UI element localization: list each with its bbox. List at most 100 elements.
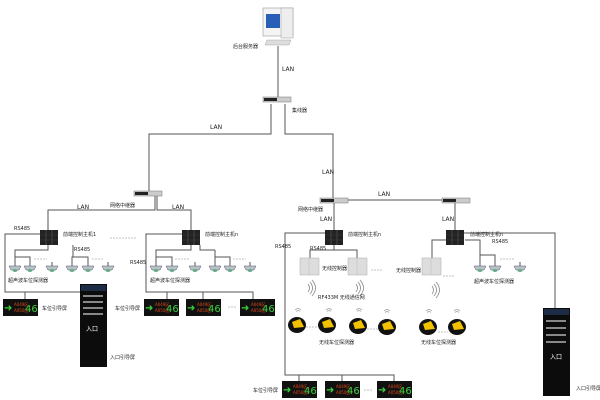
space-count: 46 xyxy=(399,386,412,397)
rs485-label: RS485 xyxy=(130,260,146,266)
arrow-icon: ➜ xyxy=(283,385,291,396)
ultrasonic-sensor-label: 超声波车位探测器 xyxy=(474,278,514,285)
wireless-controller-label: 无线控制器 xyxy=(396,267,421,274)
controller-icon xyxy=(324,229,344,246)
zone-text: A050区 xyxy=(251,308,265,313)
controller-icon xyxy=(445,229,465,246)
zone-text: A050区 xyxy=(293,390,307,395)
entrance-screen-label: 入口引导屏 xyxy=(110,354,135,361)
wireless-controller-icon xyxy=(347,257,368,276)
space-count: 46 xyxy=(262,304,275,315)
controller-label: 前端控制主机n xyxy=(348,231,381,238)
wireless-controller-icon xyxy=(299,257,320,276)
wireless-detectors xyxy=(288,308,466,335)
guide-screen-label: 车位引导屏 xyxy=(115,305,140,312)
guide-screen-label: 车位引导屏 xyxy=(253,387,278,394)
screen-body xyxy=(3,299,38,316)
entrance-screen-right: 入口 xyxy=(543,308,570,396)
wireless-detector-label: 无线车位探测器 xyxy=(319,339,354,346)
space-count: 46 xyxy=(304,386,317,397)
controller-icon xyxy=(181,229,201,246)
space-count: 46 xyxy=(166,304,179,315)
zone-text: A049区 xyxy=(197,302,211,307)
screen-body xyxy=(186,299,221,316)
rs485-label: RS485 xyxy=(74,247,90,253)
controller-icon xyxy=(39,229,59,246)
ultrasonic-sensors-middle xyxy=(149,265,257,273)
screen-body xyxy=(240,299,275,316)
zone-text: A049区 xyxy=(251,302,265,307)
lan-label: LAN xyxy=(77,204,89,211)
zone-text: A049区 xyxy=(336,384,350,389)
lan-label: LAN xyxy=(320,216,332,223)
zone-text: A049区 xyxy=(14,302,28,307)
space-count: 46 xyxy=(208,304,221,315)
zone-text: A049区 xyxy=(293,384,307,389)
controller-label: 前端控制主机n xyxy=(205,231,238,238)
hub-label: 集线器 xyxy=(292,107,307,114)
arrow-icon: ➜ xyxy=(187,303,195,314)
screen-body xyxy=(377,381,412,398)
arrow-icon: ➜ xyxy=(378,385,386,396)
rs485-label: RS485 xyxy=(275,244,291,250)
entrance-screen-label: 入口引导屏 xyxy=(576,385,600,392)
controller-label: 前端控制主机1 xyxy=(63,231,96,238)
space-count: 46 xyxy=(25,304,38,315)
server-computer-icon xyxy=(262,7,294,46)
wireless-controller-label: 无线控制器 xyxy=(322,265,347,272)
arrow-icon: ➜ xyxy=(241,303,249,314)
server-label: 后台服务器 xyxy=(233,43,258,50)
ultrasonic-sensors-left xyxy=(8,265,115,273)
repeater-icon xyxy=(319,197,349,204)
lan-label: LAN xyxy=(172,204,184,211)
zone-text: A050区 xyxy=(197,308,211,313)
lan-label: LAN xyxy=(210,124,222,131)
wireless-controller-icon xyxy=(421,257,442,276)
repeater-icon xyxy=(133,190,163,197)
hub-icon xyxy=(262,96,292,103)
ultrasonic-sensor-label: 超声波车位探测器 xyxy=(8,277,48,284)
controller-label: 前端控制主机n xyxy=(470,231,503,238)
zone-text: A050区 xyxy=(14,308,28,313)
zone-text: A049区 xyxy=(388,384,402,389)
zone-text: A050区 xyxy=(336,390,350,395)
repeater-label: 网络中继器 xyxy=(298,206,323,213)
guide-screen-label: 车位引导屏 xyxy=(42,305,67,312)
repeater-icon xyxy=(441,197,471,204)
lan-label: LAN xyxy=(282,66,294,73)
screen-body xyxy=(282,381,317,398)
screen-body xyxy=(144,299,179,316)
ultrasonic-sensors-right xyxy=(473,265,527,273)
entrance-text: 入口 xyxy=(86,326,98,333)
rs485-label: RS485 xyxy=(14,226,30,232)
zone-text: A049区 xyxy=(155,302,169,307)
zone-text: A050区 xyxy=(155,308,169,313)
arrow-icon: ➜ xyxy=(4,303,12,314)
zone-text: A050区 xyxy=(388,390,402,395)
rs485-label: RS485 xyxy=(492,239,508,245)
ultrasonic-sensor-label: 超声波车位探测器 xyxy=(150,277,190,284)
rs485-label: RS485 xyxy=(310,246,326,252)
wireless-network-label: RF433M 无线通信网 xyxy=(318,294,365,301)
entrance-text: 入口 xyxy=(550,354,562,361)
lan-label: LAN xyxy=(442,216,454,223)
screen-body xyxy=(325,381,360,398)
entrance-screen-left: 入口 xyxy=(80,284,107,367)
arrow-icon: ➜ xyxy=(326,385,334,396)
network-lines xyxy=(4,46,556,391)
lan-label: LAN xyxy=(378,191,390,198)
space-count: 46 xyxy=(347,386,360,397)
lan-label: LAN xyxy=(322,169,334,176)
wireless-detector-label: 无线车位探测器 xyxy=(421,339,456,346)
repeater-label: 网络中继器 xyxy=(110,202,135,209)
arrow-icon: ➜ xyxy=(145,303,153,314)
